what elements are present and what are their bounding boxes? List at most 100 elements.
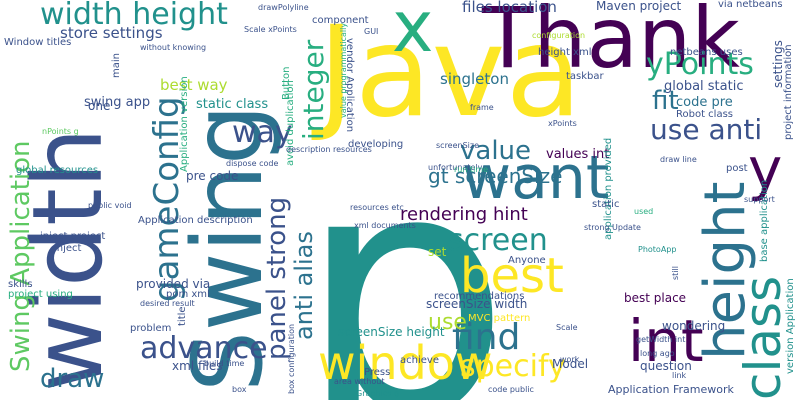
cloud-word: without knowing (140, 43, 207, 52)
cloud-word: getWidth int (636, 335, 686, 344)
cloud-word: area without (334, 377, 385, 386)
cloud-word: Java (318, 0, 583, 145)
cloud-word: title (177, 306, 188, 326)
cloud-word: global resources (16, 165, 99, 176)
cloud-word: xml documents (354, 221, 416, 230)
cloud-word: singleton (440, 70, 509, 88)
cloud-word: int (628, 307, 704, 375)
cloud-word: achieve (400, 355, 439, 366)
cloud-word: dispose code (226, 159, 279, 168)
cloud-word: xPoints (548, 119, 577, 128)
cloud-word: height xml (538, 47, 592, 58)
cloud-word: code pre (676, 95, 733, 110)
cloud-word: Application description (138, 215, 253, 226)
cloud-word: inject project (40, 231, 106, 242)
cloud-word: Model (552, 357, 589, 371)
cloud-word: values int (546, 147, 610, 162)
cloud-word: netbeans uses (670, 47, 743, 58)
cloud-word: value programmatically (339, 22, 348, 118)
cloud-word: y (748, 135, 783, 203)
cloud-word: find (452, 317, 521, 358)
cloud-word: draw line (660, 155, 697, 164)
cloud-word: taskbar (566, 71, 604, 82)
cloud-word: version Application (785, 278, 796, 374)
cloud-word: Maven project (596, 0, 682, 13)
cloud-word: inject (54, 243, 82, 254)
cloud-word: link (672, 371, 687, 380)
cloud-word: provided via (136, 277, 211, 291)
cloud-word: value (460, 136, 532, 166)
cloud-word: skills (8, 279, 33, 290)
cloud-word: static class (196, 97, 269, 112)
cloud-word: post (726, 163, 748, 174)
cloud-word: use (428, 310, 467, 335)
cloud-word: way (232, 115, 293, 150)
cloud-word: component (312, 15, 369, 26)
cloud-word: still (671, 266, 680, 280)
cloud-word: box (232, 385, 247, 394)
cloud-word: resources etc (350, 203, 404, 212)
cloud-word: use anti (650, 113, 763, 146)
cloud-word: used (634, 207, 654, 216)
cloud-word: main (111, 53, 122, 78)
cloud-word: project information (783, 44, 794, 140)
cloud-word: Application version (179, 76, 190, 172)
cloud-word: MVC pattern (468, 313, 531, 324)
cloud-word: fit (652, 86, 679, 116)
cloud-word: Graphics g (356, 389, 399, 398)
cloud-word: support (744, 195, 775, 204)
cloud-word: Thank (482, 0, 740, 87)
cloud-word: problem (130, 323, 172, 334)
cloud-word: run time (454, 165, 489, 174)
cloud-word: x (392, 0, 434, 68)
cloud-word: yPoints (646, 47, 754, 82)
cloud-word: set (428, 245, 447, 259)
cloud-word: Window titles (4, 37, 72, 48)
cloud-word: draw (40, 364, 105, 394)
cloud-word: screenSize width (426, 297, 528, 311)
cloud-word: Press (364, 367, 391, 378)
cloud-word: frame (470, 103, 494, 112)
cloud-word: global static (664, 79, 744, 94)
cloud-word: one (88, 99, 111, 113)
cloud-word: screenSize (436, 141, 480, 150)
cloud-word: gt screenSize (428, 164, 563, 188)
cloud-word: rendering hint (400, 204, 528, 225)
cloud-word: GUI (364, 27, 379, 36)
cloud-word: developing (348, 139, 404, 150)
cloud-word: window (318, 336, 493, 390)
cloud-word: static (592, 199, 620, 210)
cloud-word: Robot class (676, 109, 734, 120)
cloud-word: work (560, 355, 580, 364)
cloud-word: pom xml (166, 289, 210, 300)
cloud-word: via netbeans (718, 0, 783, 10)
cloud-word: project using (8, 289, 73, 300)
cloud-word: swing app (84, 95, 151, 110)
cloud-word: screenSize height (338, 325, 445, 339)
cloud-word: best (460, 248, 564, 304)
cloud-word: Application Framework (608, 383, 734, 396)
cloud-word: screen (448, 223, 548, 258)
cloud-word: unfortunately (428, 163, 483, 172)
cloud-word: wondering (662, 319, 726, 333)
cloud-word: recommendations (434, 291, 525, 302)
cloud-word: files location (462, 0, 557, 16)
cloud-word: store settings (60, 24, 163, 42)
cloud-word: p (298, 100, 511, 400)
cloud-word: best way (160, 76, 228, 94)
cloud-word: pre code (186, 169, 239, 183)
cloud-word: Scale (556, 323, 578, 332)
cloud-word: nPoints g (42, 127, 79, 136)
cloud-word: want (462, 143, 610, 213)
cloud-word: integer (297, 39, 330, 140)
cloud-word: advance (140, 331, 268, 366)
cloud-word: base application (759, 179, 770, 262)
cloud-word: desired result (140, 299, 195, 308)
cloud-word: Anyone (508, 255, 546, 266)
cloud-word: box configuration (287, 323, 296, 394)
cloud-word: code public (488, 385, 534, 394)
cloud-word: width height (40, 0, 228, 32)
cloud-word: strong Update (584, 223, 641, 232)
cloud-word: build time (204, 359, 245, 368)
